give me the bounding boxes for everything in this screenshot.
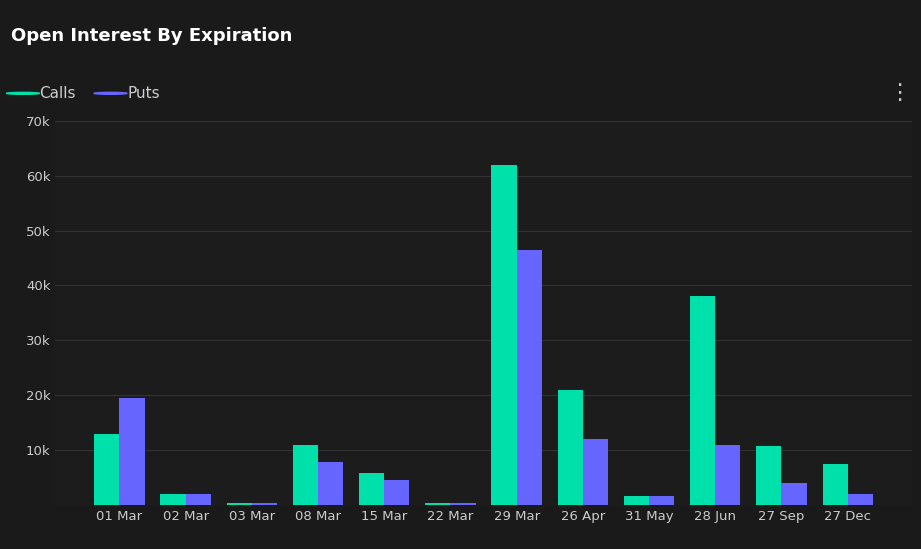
- Bar: [847, 494, 873, 505]
- Bar: [293, 445, 318, 505]
- Bar: [558, 390, 583, 505]
- Bar: [160, 494, 185, 505]
- Bar: [359, 473, 384, 505]
- Bar: [690, 296, 716, 505]
- Bar: [517, 250, 542, 505]
- Bar: [251, 503, 277, 505]
- Bar: [716, 445, 740, 505]
- Bar: [94, 434, 120, 505]
- Bar: [384, 480, 409, 505]
- Bar: [492, 165, 517, 505]
- Bar: [426, 503, 450, 505]
- Bar: [185, 494, 211, 505]
- Text: Puts: Puts: [127, 86, 159, 101]
- Bar: [782, 483, 807, 505]
- Circle shape: [94, 92, 127, 94]
- Text: Open Interest By Expiration: Open Interest By Expiration: [11, 27, 293, 45]
- Bar: [649, 496, 674, 505]
- Bar: [583, 439, 608, 505]
- Bar: [120, 398, 145, 505]
- Bar: [450, 503, 475, 505]
- Text: ⋮: ⋮: [888, 83, 910, 103]
- Text: Calls: Calls: [39, 86, 76, 101]
- Bar: [624, 496, 649, 505]
- Bar: [227, 503, 251, 505]
- Bar: [756, 446, 782, 505]
- Circle shape: [6, 92, 40, 94]
- Bar: [318, 462, 344, 505]
- Bar: [822, 464, 847, 505]
